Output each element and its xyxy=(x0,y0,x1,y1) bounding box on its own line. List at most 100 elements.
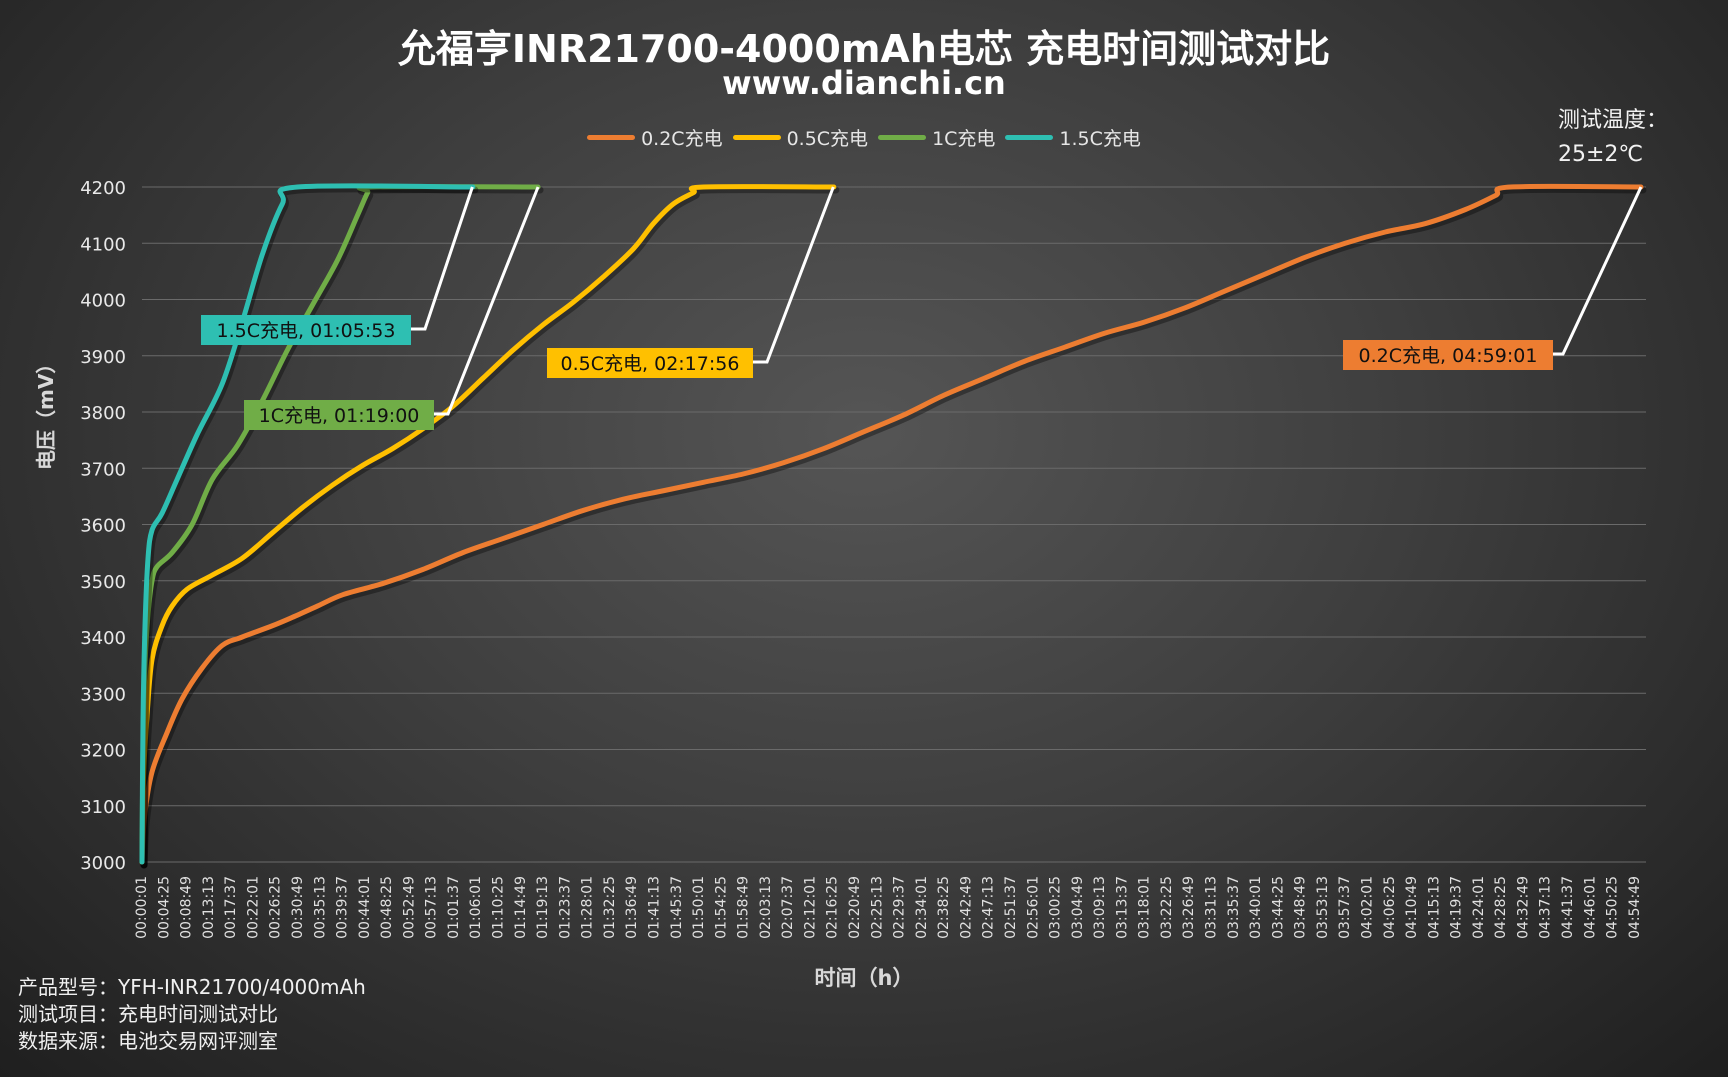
x-tick-label: 04:46:01 xyxy=(1582,876,1598,939)
x-tick-label: 03:04:49 xyxy=(1070,876,1086,939)
series-line xyxy=(139,183,476,865)
callout-label: 1C充电, 01:19:00 xyxy=(259,405,420,427)
callout-leader xyxy=(1553,186,1643,356)
x-tick-label: 03:00:25 xyxy=(1048,876,1064,939)
x-tick-label: 01:58:49 xyxy=(736,876,752,939)
callout-box xyxy=(547,348,753,378)
x-tick-label: 01:54:25 xyxy=(713,876,729,939)
y-tick-label: 3800 xyxy=(80,403,126,424)
x-tick-label: 03:18:01 xyxy=(1137,876,1153,939)
x-tick-label: 03:31:13 xyxy=(1204,876,1220,939)
callout-box xyxy=(244,400,434,430)
legend-swatch xyxy=(1005,135,1054,140)
legend-item: 1.5C充电 xyxy=(1005,124,1141,151)
series-line-shadow xyxy=(140,186,544,869)
series-lines xyxy=(139,183,1647,869)
legend: 0.2C充电 0.5C充电 1C充电 1.5C充电 xyxy=(0,124,1728,151)
x-tick-label: 00:13:13 xyxy=(201,876,217,939)
x-tick-label: 01:23:37 xyxy=(557,876,573,939)
x-tick-label: 00:35:13 xyxy=(312,876,328,939)
legend-label: 1.5C充电 xyxy=(1059,128,1141,150)
x-tick-label: 02:25:13 xyxy=(869,876,885,939)
x-tick-label: 00:30:49 xyxy=(290,876,306,939)
x-tick-label: 01:50:01 xyxy=(691,876,707,939)
x-tick-label: 04:10:49 xyxy=(1404,876,1420,939)
x-tick-label: 00:22:01 xyxy=(245,876,261,939)
x-tick-label: 04:37:13 xyxy=(1538,876,1554,939)
x-tick-label: 01:14:49 xyxy=(513,876,529,939)
x-tick-label: 04:19:37 xyxy=(1449,876,1465,939)
temperature-note: 测试温度： 25±2℃ xyxy=(1558,104,1668,172)
legend-swatch xyxy=(878,135,927,140)
x-tick-label: 04:32:49 xyxy=(1515,876,1531,939)
x-tick-label: 03:13:37 xyxy=(1114,876,1130,939)
y-tick-label: 3900 xyxy=(80,347,126,368)
temperature-value: 25±2℃ xyxy=(1557,142,1644,167)
x-axis-label: 时间（h） xyxy=(814,966,914,990)
x-tick-label: 03:53:13 xyxy=(1315,876,1331,939)
x-tick-label: 00:44:01 xyxy=(357,876,373,939)
legend-swatch xyxy=(732,135,781,140)
y-tick-label: 3600 xyxy=(80,516,126,537)
x-tick-label: 03:22:25 xyxy=(1159,876,1175,939)
legend-item: 0.2C充电 xyxy=(587,124,723,151)
footer-info: 产品型号：YFH-INR21700/4000mAh 测试项目：充电时间测试对比 … xyxy=(18,974,366,1055)
x-tick-label: 01:10:25 xyxy=(491,876,507,939)
x-tick-label: 01:06:01 xyxy=(468,876,484,939)
callout-label: 0.5C充电, 02:17:56 xyxy=(561,353,740,375)
y-tick-label: 3500 xyxy=(80,572,126,593)
x-tick-label: 03:09:13 xyxy=(1092,876,1108,939)
x-tick-label: 04:15:13 xyxy=(1426,876,1442,939)
x-axis-ticks: 00:00:01 00:04:25 00:08:49 00:13:13 00:17:37… xyxy=(134,876,1643,939)
callout-leader xyxy=(434,186,540,416)
x-tick-label: 02:51:37 xyxy=(1003,876,1019,939)
series-line-shadow xyxy=(140,185,1647,869)
footer-item: 测试项目：充电时间测试对比 xyxy=(18,1002,278,1026)
x-tick-label: 01:28:01 xyxy=(580,876,596,939)
x-tick-label: 00:48:25 xyxy=(379,876,395,939)
y-tick-label: 4200 xyxy=(80,178,126,199)
x-tick-label: 02:07:37 xyxy=(780,876,796,939)
callout-label: 1.5C充电, 01:05:53 xyxy=(217,320,396,342)
x-tick-label: 02:03:13 xyxy=(758,876,774,939)
x-tick-label: 00:26:25 xyxy=(268,876,284,939)
callout-box xyxy=(201,315,411,345)
x-tick-label: 04:06:25 xyxy=(1382,876,1398,939)
x-tick-label: 01:36:49 xyxy=(624,876,640,939)
x-tick-label: 02:42:49 xyxy=(958,876,974,939)
chart-subtitle: www.dianchi.cn xyxy=(722,64,1006,102)
x-tick-label: 02:34:01 xyxy=(914,876,930,939)
y-tick-label: 3400 xyxy=(80,628,126,649)
x-tick-label: 04:54:49 xyxy=(1627,876,1643,939)
y-axis-label: 电压（mV） xyxy=(34,353,58,470)
y-tick-label: 4100 xyxy=(80,234,126,255)
x-tick-label: 03:40:01 xyxy=(1248,876,1264,939)
x-tick-label: 00:17:37 xyxy=(223,876,239,939)
x-tick-label: 02:29:37 xyxy=(892,876,908,939)
x-tick-label: 01:32:25 xyxy=(602,876,618,939)
y-tick-label: 3000 xyxy=(80,853,126,874)
x-tick-label: 04:41:37 xyxy=(1560,876,1576,939)
x-tick-label: 03:48:49 xyxy=(1293,876,1309,939)
y-tick-label: 4000 xyxy=(80,291,126,312)
gridlines xyxy=(142,186,1646,863)
chart-title: 允福亨INR21700-4000mAh电芯 充电时间测试对比 xyxy=(397,27,1331,71)
y-tick-label: 3300 xyxy=(80,684,126,705)
x-tick-label: 00:08:49 xyxy=(179,876,195,939)
series-line xyxy=(139,183,1644,865)
x-tick-label: 02:47:13 xyxy=(981,876,997,939)
callout-leader xyxy=(753,186,835,364)
x-tick-label: 02:56:01 xyxy=(1025,876,1041,939)
x-tick-label: 02:16:25 xyxy=(825,876,841,939)
x-tick-label: 03:26:49 xyxy=(1181,876,1197,939)
legend-item: 0.5C充电 xyxy=(732,124,868,151)
callout-leader xyxy=(411,186,474,331)
x-tick-label: 01:45:37 xyxy=(669,876,685,939)
x-tick-label: 00:39:37 xyxy=(335,876,351,939)
y-tick-label: 3100 xyxy=(80,797,126,818)
series-line-shadow xyxy=(140,186,840,869)
x-tick-label: 02:12:01 xyxy=(802,876,818,939)
legend-swatch xyxy=(587,135,636,140)
x-tick-label: 04:24:01 xyxy=(1471,876,1487,939)
x-tick-label: 03:44:25 xyxy=(1270,876,1286,939)
